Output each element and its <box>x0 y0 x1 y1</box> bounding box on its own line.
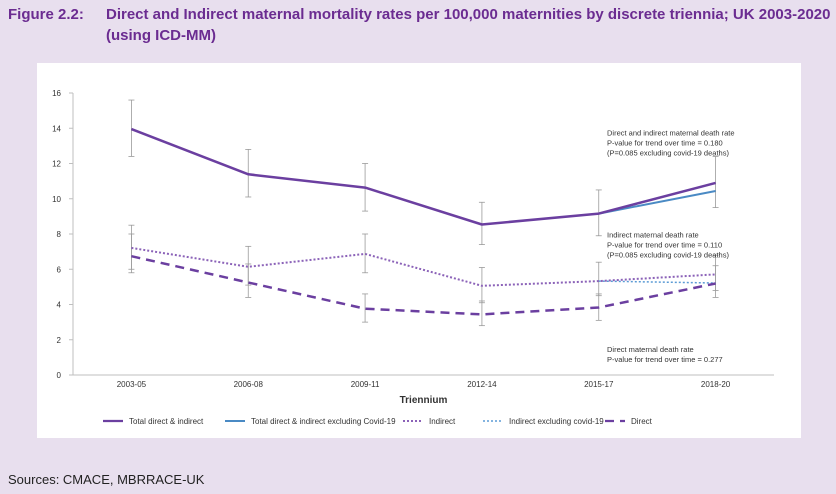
legend-label: Total direct & indirect <box>129 417 204 426</box>
x-tick-label: 2009-11 <box>351 380 380 389</box>
annotation-text: P-value for trend over time = 0.277 <box>607 355 723 364</box>
y-tick-label: 0 <box>57 371 62 380</box>
y-tick-label: 14 <box>52 124 61 133</box>
y-tick-label: 8 <box>57 230 62 239</box>
y-tick-label: 10 <box>52 195 61 204</box>
y-tick-label: 4 <box>57 301 62 310</box>
sources-note: Sources: CMACE, MBRRACE-UK <box>8 472 205 487</box>
annotation-text: (P=0.085 excluding covid-19 deaths) <box>607 148 729 157</box>
series-line-indirect-excluding-covid-19 <box>598 280 716 284</box>
series-line-total-direct-indirect-excluding-covid-19 <box>598 190 716 215</box>
y-tick-label: 2 <box>57 336 62 345</box>
series-line-indirect <box>131 246 716 287</box>
annotation-text: Direct and indirect maternal death rate <box>607 128 735 137</box>
annotation-text: (P=0.085 excluding covid-19 deaths) <box>607 251 729 260</box>
x-tick-label: 2006-08 <box>234 380 264 389</box>
line-chart: 0 2 4 6 8 10 12 14 16 2003-05 2006-08 2009-11 2012-1… <box>52 89 774 426</box>
y-tick-label: 6 <box>57 265 62 274</box>
annotation-text: Indirect maternal death rate <box>607 231 699 240</box>
series-line-total-direct-indirect <box>130 127 716 226</box>
chart-panel: 0 2 4 6 8 10 12 14 16 2003-05 2006-08 2009-11 2012-1… <box>37 63 801 438</box>
annotation-text: P-value for trend over time = 0.110 <box>607 241 722 250</box>
figure-label: Figure 2.2: <box>8 6 84 23</box>
figure-title: Direct and Indirect maternal mortality r… <box>106 6 831 44</box>
legend-label: Indirect excluding covid-19 <box>509 417 604 426</box>
annotation-text: Direct maternal death rate <box>607 345 694 354</box>
x-tick-label: 2003-05 <box>117 380 147 389</box>
annotation-text: P-value for trend over time = 0.180 <box>607 138 723 147</box>
y-tick-label: 12 <box>52 160 61 169</box>
series-line-direct <box>131 254 716 316</box>
x-tick-label: 2012-14 <box>467 380 497 389</box>
legend-label: Direct <box>631 417 653 426</box>
y-tick-label: 16 <box>52 89 61 98</box>
x-tick-label: 2018-20 <box>701 380 731 389</box>
legend-label: Indirect <box>429 417 456 426</box>
x-tick-label: 2015-17 <box>584 380 614 389</box>
legend-label: Total direct & indirect excluding Covid-… <box>251 417 396 426</box>
x-axis-label: Triennium <box>400 395 448 406</box>
